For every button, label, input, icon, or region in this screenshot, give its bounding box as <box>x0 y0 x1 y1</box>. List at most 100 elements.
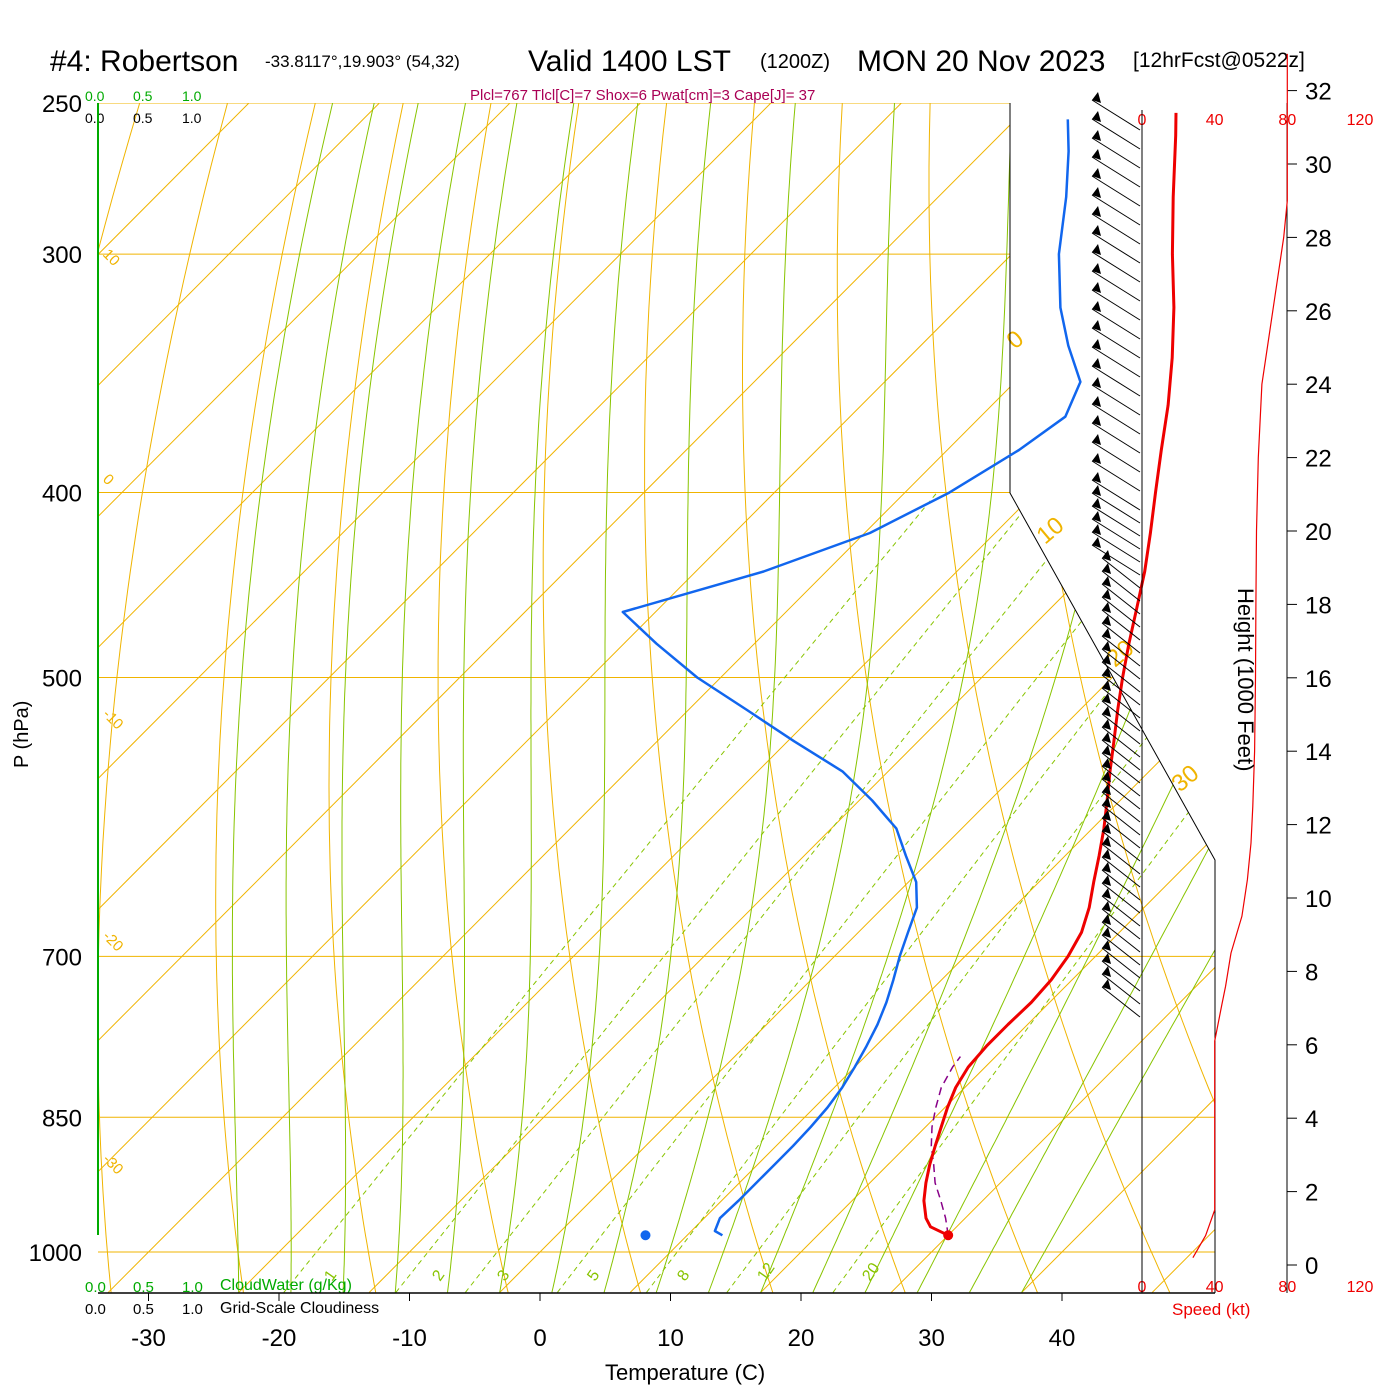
moist-adiabat <box>916 103 1215 1293</box>
isotherm--100 <box>98 103 414 1293</box>
valid-time: Valid 1400 LST <box>528 45 731 78</box>
cloud-scales: 0.0 0.5 1.0 0.0 0.5 1.0 0.0 0.5 1.0 Clou… <box>85 88 379 1318</box>
speed-tick-bottom: 80 <box>1278 1279 1296 1296</box>
wind-barb <box>1101 882 1141 914</box>
wind-barb-flag <box>1102 758 1111 769</box>
wind-barb-flag <box>1102 602 1111 613</box>
wind-barb-flag <box>1092 511 1101 522</box>
height-tick-label: 14 <box>1305 739 1332 766</box>
wind-barb-flag <box>1102 641 1111 652</box>
wind-barb-flag <box>1092 149 1101 160</box>
wind-barb <box>1101 557 1141 589</box>
wind-barb <box>1091 213 1141 245</box>
cloudwater-title: CloudWater (g/Kg) <box>220 1277 352 1294</box>
wind-barb <box>1091 365 1141 397</box>
temperature-line <box>922 112 1178 1237</box>
wind-barb-flag <box>1092 130 1101 141</box>
pressure-tick-label: 500 <box>42 666 82 693</box>
wind-barb-flag <box>1102 693 1111 704</box>
wind-barb-flag <box>1102 745 1111 756</box>
wind-barb <box>1101 947 1141 979</box>
moist-adiabat <box>499 103 580 1293</box>
wind-barb <box>1101 726 1141 758</box>
height-tick-label: 18 <box>1305 592 1332 619</box>
mixing-ratio-label: 20 <box>859 1260 883 1284</box>
wind-barb-flag <box>1102 797 1111 808</box>
isotherm--70 <box>98 103 805 1293</box>
temperature-tick-label: 20 <box>788 1325 815 1352</box>
zulu-time: (1200Z) <box>760 51 830 73</box>
mixing-ratio-1 <box>283 492 938 1293</box>
moist-adiabat <box>231 103 342 1293</box>
mixing-ratio-5 <box>557 492 1184 1293</box>
wind-barb-flag <box>1102 589 1111 600</box>
temperature-tick-label: -10 <box>392 1325 427 1352</box>
station-title: #4: Robertson <box>50 45 238 78</box>
wind-barb-flag <box>1102 940 1111 951</box>
wind-barb <box>1091 460 1141 492</box>
wind-barb-flag <box>1092 453 1101 464</box>
cloudwater-tick-top-2: 1.0 <box>182 88 202 104</box>
dry-adiabat <box>928 103 1171 1293</box>
isotherm-10 <box>629 103 1215 1293</box>
speed-tick-top: 40 <box>1206 112 1224 129</box>
pressure-tick-label: 400 <box>42 481 82 508</box>
isotherm-label: -20 <box>99 928 126 955</box>
wind-barb-flag <box>1092 537 1101 548</box>
forecast-label: [12hrFcst@0522z] <box>1133 49 1305 72</box>
wind-barb <box>1091 327 1141 359</box>
chart-header: #4: Robertson -33.8117°,19.903° (54,32) … <box>50 45 1305 104</box>
temperature-tick-label: -30 <box>131 1325 166 1352</box>
height-tick-label: 8 <box>1305 959 1318 986</box>
dry-adiabat <box>742 103 906 1293</box>
wind-barb <box>1091 270 1141 302</box>
mixing-ratio-label: 5 <box>584 1267 603 1284</box>
wind-barb-flag <box>1092 377 1101 388</box>
wind-barb <box>1101 791 1141 823</box>
cloudiness-tick-bottom-0: 0.0 <box>85 1301 106 1318</box>
mixing-ratio-2 <box>395 492 1039 1293</box>
wind-barb-flag <box>1092 472 1101 483</box>
moist-adiabat <box>551 103 643 1293</box>
wind-barb-flag <box>1102 563 1111 574</box>
wind-barb <box>1091 346 1141 378</box>
height-tick-label: 24 <box>1305 372 1332 399</box>
wind-barb-flag <box>1092 111 1101 122</box>
dry-adiabat-label: 10 <box>1032 512 1070 550</box>
cloudiness-tick-top-2: 1.0 <box>182 110 202 126</box>
mixing-ratio-label: 2 <box>429 1267 448 1284</box>
wind-barb-flag <box>1092 415 1101 426</box>
moist-adiabat <box>864 103 1215 1293</box>
dry-adiabat <box>437 103 509 1293</box>
cloudwater-tick-bottom-1: 0.5 <box>133 1279 154 1296</box>
wind-barb-flag <box>1102 576 1111 587</box>
parcel-line <box>930 1056 962 1236</box>
wind-barb <box>1091 492 1141 524</box>
wind-barb-flag <box>1092 498 1101 509</box>
cloudiness-tick-top-0: 0.0 <box>85 110 105 126</box>
wind-barb-flag <box>1102 966 1111 977</box>
dewpoint-line <box>621 119 1082 1237</box>
dry-adiabat <box>1017 103 1215 1293</box>
wind-barb-flag <box>1092 225 1101 236</box>
mixing-ratio-label: 8 <box>674 1267 693 1284</box>
height-tick-label: 0 <box>1305 1253 1318 1280</box>
moist-adiabat <box>394 103 473 1293</box>
pressure-tick-label: 250 <box>42 91 82 118</box>
wind-barb <box>1101 570 1141 602</box>
wind-barb <box>1101 674 1141 706</box>
wind-barb <box>1091 544 1141 576</box>
isotherm--20 <box>238 103 1215 1293</box>
wind-barb-flag <box>1102 719 1111 730</box>
wind-barb <box>1091 175 1141 207</box>
wind-barb-flag <box>1102 667 1111 678</box>
wind-barb-flag <box>1102 875 1111 886</box>
moist-adiabat <box>603 103 716 1293</box>
temperature-axis-title: Temperature (C) <box>605 1360 765 1385</box>
wind-barb-flag <box>1092 282 1101 293</box>
wind-barb <box>1101 609 1141 641</box>
wind-barb <box>1101 596 1141 628</box>
temperature-tick-label: -20 <box>262 1325 297 1352</box>
